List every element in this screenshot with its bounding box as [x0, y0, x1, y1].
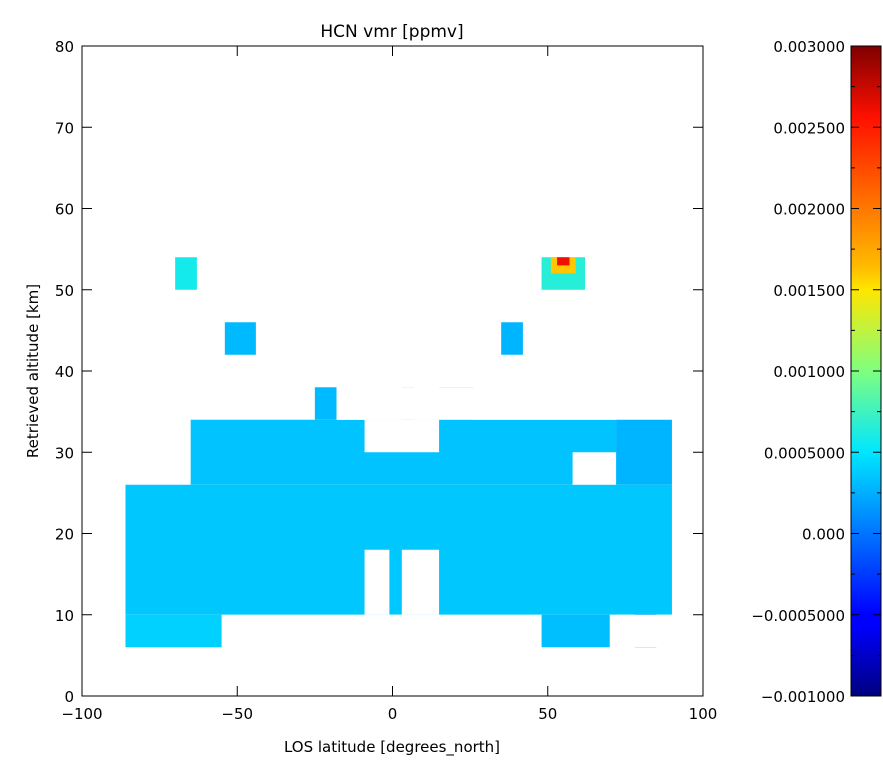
heatmap-gaps — [221, 387, 672, 648]
x-tick-label: 50 — [538, 705, 557, 723]
missing-data-region — [336, 387, 402, 420]
y-tick-label: 20 — [55, 526, 74, 544]
colorbar-tick-label: 0.002500 — [773, 119, 845, 137]
heatmap-cell — [314, 387, 337, 420]
missing-data-region — [364, 419, 440, 453]
heatmap-cell — [125, 614, 222, 648]
colorbar-tick-label: −0.001000 — [761, 688, 845, 706]
x-tick-label: 100 — [689, 705, 718, 723]
missing-data-region — [609, 614, 635, 648]
x-axis-title: LOS latitude [degrees_north] — [284, 738, 500, 757]
missing-data-region — [572, 452, 617, 485]
y-tick-label: 70 — [55, 119, 74, 137]
y-tick-label: 50 — [55, 282, 74, 300]
y-axis-ticks: 0 10 20 30 40 50 60 70 80 — [55, 38, 703, 706]
colorbar-tick-label: 0.002000 — [773, 201, 845, 219]
heatmap-cell — [557, 257, 570, 266]
x-tick-label: −100 — [61, 705, 102, 723]
colorbar-tick-label: 0.003000 — [773, 38, 845, 56]
heatmap-cell — [175, 257, 197, 290]
missing-data-region — [656, 614, 672, 648]
missing-data-region — [364, 549, 390, 615]
missing-data-region — [389, 614, 402, 648]
x-tick-label: −50 — [221, 705, 253, 723]
heatmap-cell — [541, 614, 610, 648]
x-tick-label: 0 — [388, 705, 398, 723]
heatmap-cell — [224, 322, 256, 355]
heatmap-cell — [501, 322, 523, 355]
colorbar-ticks: −0.001000 −0.0005000 0.000 0.0005000 0.00100… — [751, 38, 881, 706]
y-axis-title: Retrieved altitude [km] — [24, 284, 42, 458]
y-tick-label: 40 — [55, 363, 74, 381]
colorbar-tick-label: 0.0005000 — [764, 444, 845, 462]
y-tick-label: 60 — [55, 201, 74, 219]
heatmap-cell — [616, 419, 672, 485]
missing-data-region — [414, 387, 440, 420]
heatmap-cell — [125, 484, 672, 615]
y-tick-label: 10 — [55, 607, 74, 625]
y-tick-label: 80 — [55, 38, 74, 56]
missing-data-region — [221, 614, 542, 648]
y-tick-label: 0 — [64, 688, 74, 706]
colorbar-tick-label: 0.001500 — [773, 282, 845, 300]
chart-title: HCN vmr [ppmv] — [320, 22, 463, 42]
x-axis-ticks: −100 −50 0 50 100 — [61, 46, 717, 723]
y-tick-label: 30 — [55, 444, 74, 462]
colorbar-tick-label: 0.001000 — [773, 363, 845, 381]
missing-data-region — [401, 549, 440, 615]
colorbar-tick-label: −0.0005000 — [751, 607, 845, 625]
colorbar-tick-label: 0.000 — [802, 526, 845, 544]
